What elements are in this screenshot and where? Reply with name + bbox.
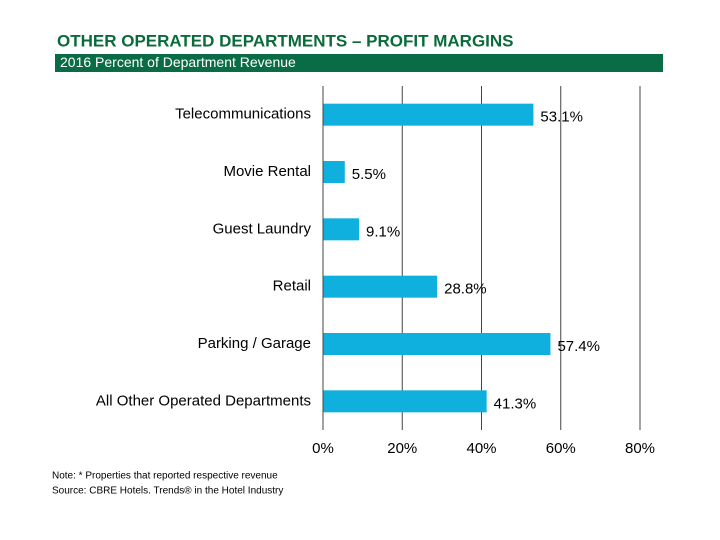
data-label: 9.1% bbox=[366, 223, 400, 240]
bar bbox=[323, 333, 551, 355]
x-tick-label: 20% bbox=[387, 440, 417, 457]
x-tick-label: 0% bbox=[312, 440, 334, 457]
y-tick-label: All Other Operated Departments bbox=[96, 392, 311, 409]
data-label: 28.8% bbox=[444, 281, 487, 298]
chart-title: OTHER OPERATED DEPARTMENTS – PROFIT MARG… bbox=[57, 31, 514, 50]
data-label: 53.1% bbox=[540, 109, 583, 126]
data-label: 57.4% bbox=[557, 338, 600, 355]
bar bbox=[323, 161, 345, 183]
bar bbox=[323, 390, 487, 413]
note: Source: CBRE Hotels. Trends® in the Hote… bbox=[52, 486, 283, 497]
note: Note: * Properties that reported respect… bbox=[52, 471, 278, 482]
x-tick-label: 40% bbox=[466, 440, 496, 457]
chart-subtitle: 2016 Percent of Department Revenue bbox=[60, 54, 296, 70]
y-tick-label: Parking / Garage bbox=[198, 335, 311, 352]
x-tick-label: 60% bbox=[546, 440, 576, 457]
bar bbox=[323, 103, 534, 126]
y-tick-label: Telecommunications bbox=[175, 106, 311, 123]
y-tick-label: Guest Laundry bbox=[213, 220, 312, 237]
bar bbox=[323, 275, 438, 298]
x-tick-label: 80% bbox=[625, 440, 655, 457]
y-tick-label: Retail bbox=[273, 278, 311, 295]
y-tick-label: Movie Rental bbox=[223, 163, 311, 180]
subtitle-bar bbox=[55, 54, 663, 72]
data-label: 5.5% bbox=[352, 166, 386, 183]
bar bbox=[323, 218, 360, 241]
data-label: 41.3% bbox=[494, 395, 537, 412]
